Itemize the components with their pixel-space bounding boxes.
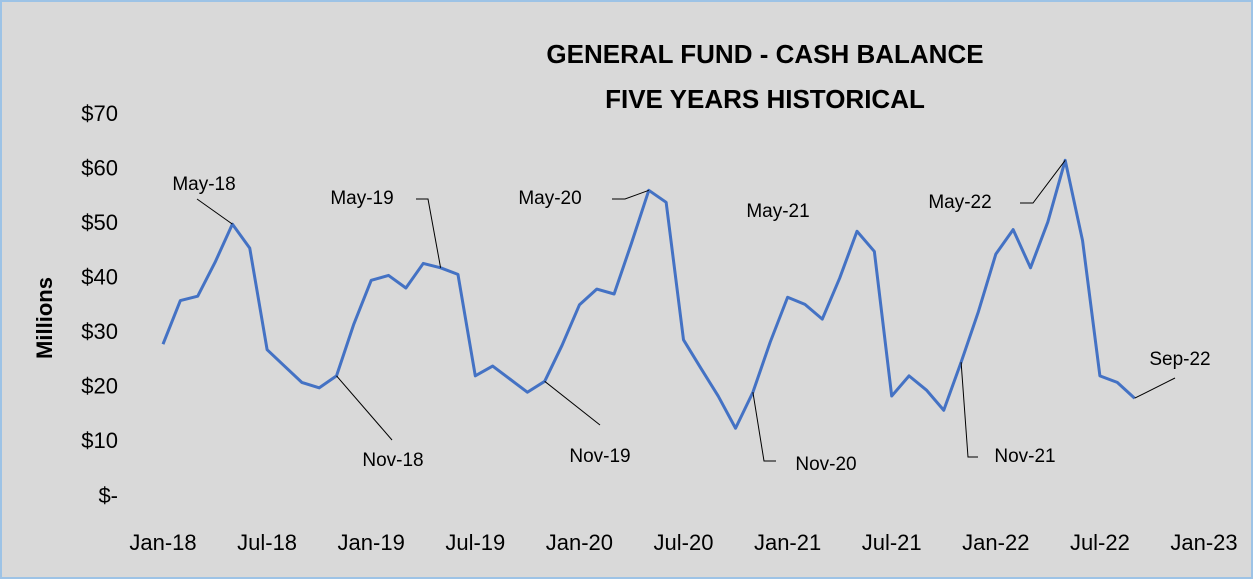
annotation-leader xyxy=(336,375,393,441)
annotation-leader xyxy=(416,198,442,268)
annotation-leader xyxy=(544,380,601,426)
annotation-leader xyxy=(960,362,978,458)
x-tick-label: Jan-22 xyxy=(962,530,1029,555)
annotation: May-19 xyxy=(330,188,393,209)
annotation-leader xyxy=(1020,159,1066,204)
x-tick-label: Jul-21 xyxy=(862,530,922,555)
annotation-leader xyxy=(196,198,233,225)
x-tick-label: Jan-23 xyxy=(1170,530,1237,555)
y-tick-label: $50 xyxy=(81,210,118,235)
x-tick-label: Jul-18 xyxy=(237,530,297,555)
annotation: Nov-19 xyxy=(569,446,630,467)
x-tick-label: Jan-21 xyxy=(754,530,821,555)
y-tick-label: $- xyxy=(98,483,118,508)
annotation: May-18 xyxy=(172,174,235,195)
chart-subtitle: FIVE YEARS HISTORICAL xyxy=(605,84,925,114)
annotation: May-22 xyxy=(928,192,991,213)
annotation: Nov-18 xyxy=(362,450,423,471)
x-tick-label: Jul-19 xyxy=(445,530,505,555)
x-tick-label: Jul-22 xyxy=(1070,530,1130,555)
x-tick-label: Jan-20 xyxy=(546,530,613,555)
y-tick-label: $40 xyxy=(81,265,118,290)
annotation-leader xyxy=(752,392,776,462)
x-tick-label: Jan-18 xyxy=(129,530,196,555)
annotation-leader xyxy=(612,189,649,200)
annotation: Nov-20 xyxy=(795,454,856,475)
y-tick-label: $30 xyxy=(81,319,118,344)
y-tick-label: $20 xyxy=(81,374,118,399)
y-tick-label: $70 xyxy=(81,101,118,126)
x-tick-label: Jan-19 xyxy=(338,530,405,555)
annotation: Nov-21 xyxy=(994,446,1055,467)
annotation: May-20 xyxy=(518,188,581,209)
annotation-leader xyxy=(1134,377,1176,399)
chart-title: GENERAL FUND - CASH BALANCE xyxy=(546,39,983,69)
annotation: Sep-22 xyxy=(1149,349,1210,370)
annotation: May-21 xyxy=(746,201,809,222)
y-tick-label: $10 xyxy=(81,428,118,453)
y-axis-label: Millions xyxy=(32,277,57,359)
x-tick-label: Jul-20 xyxy=(654,530,714,555)
y-tick-label: $60 xyxy=(81,155,118,180)
